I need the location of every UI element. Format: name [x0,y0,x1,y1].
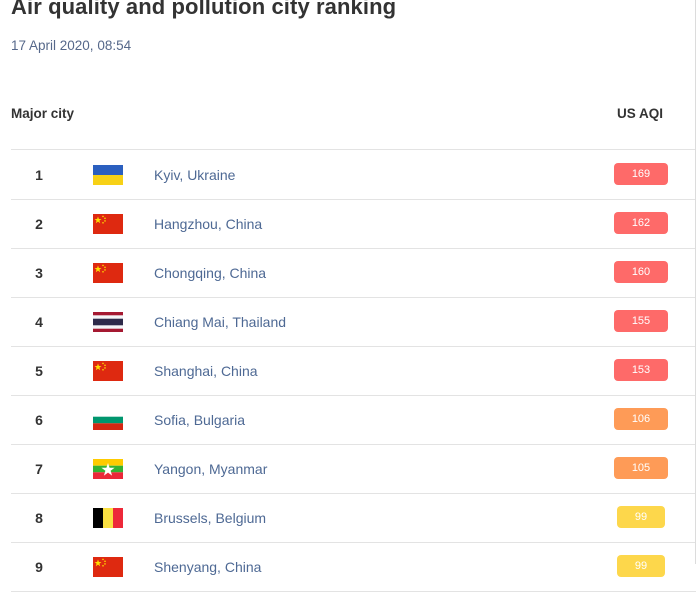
rank-number: 2 [35,216,43,232]
city-link[interactable]: Sofia, Bulgaria [154,412,246,428]
rank-number: 3 [35,265,43,281]
page-title: Air quality and pollution city ranking [11,0,397,19]
rank-number: 9 [35,559,43,575]
bulgaria-flag-icon [93,410,123,430]
rank-number: 6 [35,412,43,428]
rank-number: 4 [35,314,43,330]
column-header-city[interactable]: Major city [11,106,75,121]
city-link[interactable]: Hangzhou, China [154,216,263,232]
china-flag-icon [93,214,123,234]
aqi-badge: 160 [614,261,668,283]
aqi-badge: 169 [614,163,668,185]
ukraine-flag-icon [93,165,123,185]
china-flag-icon [93,263,123,283]
table-row[interactable]: 2 Hangzhou, China 162 [11,199,696,249]
city-link[interactable]: Shenyang, China [154,559,262,575]
aqi-badge: 99 [617,506,665,528]
aqi-badge: 162 [614,212,668,234]
aqi-badge: 105 [614,457,668,479]
thailand-flag-icon [93,312,123,332]
aqi-badge: 106 [614,408,668,430]
myanmar-flag-icon [93,459,123,479]
aqi-badge: 99 [617,555,665,577]
table-row[interactable]: 3 Chongqing, China 160 [11,248,696,298]
aqi-badge: 155 [614,310,668,332]
table-row[interactable]: 8 Brussels, Belgium 99 [11,493,696,543]
table-row[interactable]: 9 Shenyang, China 99 [11,542,696,592]
rank-number: 5 [35,363,43,379]
city-link[interactable]: Yangon, Myanmar [154,461,268,477]
table-row[interactable]: 6 Sofia, Bulgaria 106 [11,395,696,445]
rank-number: 1 [35,167,43,183]
table-row[interactable]: 4 Chiang Mai, Thailand 155 [11,297,696,347]
city-link[interactable]: Brussels, Belgium [154,510,267,526]
aqi-badge: 153 [614,359,668,381]
table-row[interactable]: 5 Shanghai, China 153 [11,346,696,396]
city-link[interactable]: Kyiv, Ukraine [154,167,236,183]
rank-number: 7 [35,461,43,477]
column-header-aqi[interactable]: US AQI [617,106,664,121]
city-link[interactable]: Shanghai, China [154,363,258,379]
city-link[interactable]: Chiang Mai, Thailand [154,314,287,330]
belgium-flag-icon [93,508,123,528]
timestamp: 17 April 2020, 08:54 [11,38,132,53]
table-row[interactable]: 1 Kyiv, Ukraine 169 [11,150,696,200]
china-flag-icon [93,361,123,381]
header-divider [11,149,696,150]
city-link[interactable]: Chongqing, China [154,265,267,281]
rank-number: 8 [35,510,43,526]
table-row[interactable]: 7 Yangon, Myanmar 105 [11,444,696,494]
china-flag-icon [93,557,123,577]
